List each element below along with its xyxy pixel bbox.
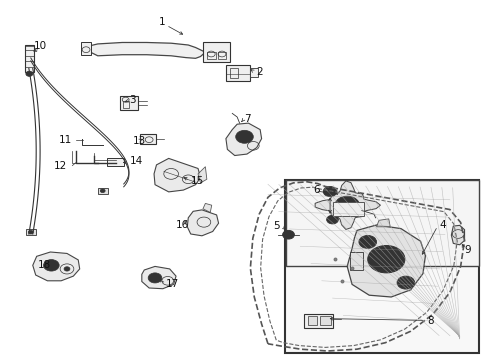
Text: 7: 7	[244, 114, 251, 124]
Text: 14: 14	[129, 156, 142, 166]
Polygon shape	[85, 42, 205, 58]
Circle shape	[100, 189, 105, 193]
Bar	[229, 68, 237, 78]
Circle shape	[64, 267, 70, 271]
Polygon shape	[376, 219, 389, 227]
Text: 10: 10	[34, 41, 46, 51]
Text: 9: 9	[464, 245, 470, 255]
Polygon shape	[142, 266, 176, 289]
Polygon shape	[187, 210, 218, 236]
Bar	[349, 252, 363, 270]
Circle shape	[235, 130, 253, 143]
Polygon shape	[154, 158, 200, 192]
Bar	[206, 52, 215, 59]
Bar	[304, 314, 333, 328]
Bar	[203, 42, 229, 62]
Circle shape	[148, 273, 162, 283]
Circle shape	[26, 71, 33, 76]
Text: 5: 5	[272, 221, 279, 231]
Bar	[225, 65, 250, 81]
Bar	[284, 180, 478, 353]
Bar	[26, 229, 36, 235]
Text: 17: 17	[166, 279, 179, 289]
Circle shape	[43, 260, 59, 271]
Circle shape	[358, 235, 376, 248]
Circle shape	[342, 202, 351, 209]
Bar	[106, 158, 123, 166]
Circle shape	[334, 196, 359, 214]
Bar	[217, 52, 226, 59]
Circle shape	[323, 186, 336, 197]
Text: 13: 13	[133, 136, 146, 146]
Text: 16: 16	[176, 220, 189, 230]
Polygon shape	[198, 167, 206, 183]
Bar	[250, 68, 257, 77]
Text: 2: 2	[256, 67, 263, 77]
Circle shape	[326, 215, 338, 224]
Text: 18: 18	[38, 260, 51, 270]
Bar	[307, 316, 316, 325]
Polygon shape	[450, 225, 464, 245]
Circle shape	[28, 230, 33, 234]
Polygon shape	[203, 203, 211, 212]
Bar	[285, 180, 478, 266]
Text: 8: 8	[427, 316, 433, 326]
Text: 3: 3	[129, 95, 136, 105]
Circle shape	[285, 233, 290, 237]
Polygon shape	[346, 225, 425, 297]
Circle shape	[376, 252, 395, 266]
Bar	[98, 188, 107, 194]
Text: 12: 12	[54, 161, 67, 171]
Bar	[25, 45, 34, 72]
Bar	[122, 101, 128, 108]
Text: 6: 6	[312, 185, 319, 195]
Circle shape	[282, 230, 294, 239]
Bar	[120, 96, 138, 110]
Polygon shape	[314, 181, 380, 229]
Circle shape	[396, 276, 414, 289]
Text: 4: 4	[438, 220, 445, 230]
Circle shape	[367, 246, 404, 273]
Bar	[140, 134, 156, 144]
Bar	[81, 42, 91, 55]
Polygon shape	[33, 252, 80, 281]
Text: 11: 11	[59, 135, 72, 145]
Circle shape	[326, 189, 332, 194]
Circle shape	[240, 134, 248, 140]
Text: 15: 15	[190, 176, 203, 186]
Polygon shape	[225, 123, 261, 156]
Text: 1: 1	[159, 17, 165, 27]
Bar	[319, 316, 330, 325]
Bar	[332, 202, 364, 216]
